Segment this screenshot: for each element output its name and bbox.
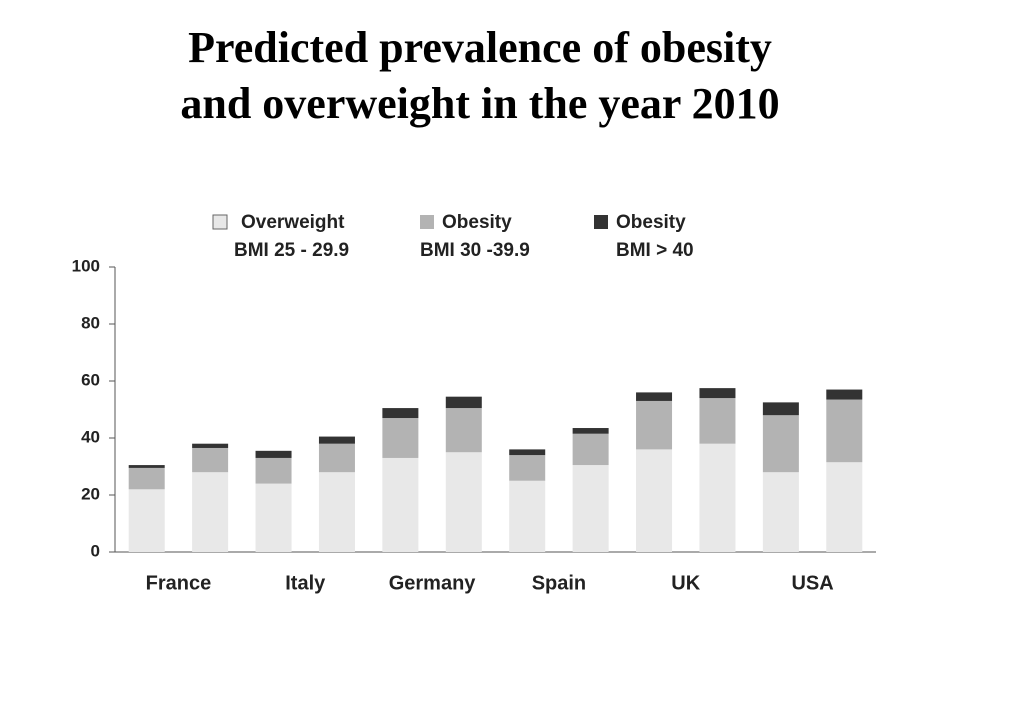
bar-segment (762, 402, 799, 416)
y-tick-label: 20 (81, 484, 100, 503)
group-label: Spain (532, 572, 586, 594)
legend-range: BMI 30 -39.9 (420, 240, 530, 261)
bar-segment (128, 489, 165, 552)
bar-segment (509, 449, 546, 456)
bar-segment (636, 392, 673, 401)
bar-segment (128, 465, 165, 468)
chart-title: Predicted prevalence of obesity (188, 23, 772, 72)
bar-segment (445, 396, 482, 409)
group-label: UK (671, 572, 700, 594)
bar-segment (826, 389, 863, 400)
group-label: France (146, 572, 212, 594)
bar-segment (572, 428, 609, 434)
bar-segment (255, 457, 292, 484)
legend-label: Obesity (442, 212, 512, 233)
chart-title: and overweight in the year 2010 (180, 79, 779, 128)
legend-swatch (594, 215, 608, 229)
bar-segment (382, 457, 419, 552)
group-label: Germany (389, 572, 477, 594)
bar-segment (318, 436, 355, 444)
bar-segment (192, 447, 229, 473)
legend-label: Obesity (616, 212, 686, 233)
bar-segment (509, 455, 546, 481)
bar-segment (192, 472, 229, 552)
y-tick-label: 80 (81, 313, 100, 332)
bar-segment (509, 480, 546, 552)
group-label: USA (791, 572, 833, 594)
bar-segment (128, 467, 165, 490)
bar-segment (318, 443, 355, 473)
bar-segment (445, 408, 482, 453)
legend-swatch (420, 215, 434, 229)
y-tick-label: 0 (91, 541, 100, 560)
bar-segment (192, 443, 229, 448)
y-tick-label: 40 (81, 427, 100, 446)
bar-segment (699, 388, 736, 399)
bar-segment (382, 418, 419, 458)
bar-segment (826, 399, 863, 463)
bar-segment (572, 433, 609, 466)
bar-segment (762, 415, 799, 473)
y-tick-label: 60 (81, 370, 100, 389)
bar-segment (699, 443, 736, 552)
bar-segment (318, 472, 355, 552)
bar-segment (762, 472, 799, 552)
bar-segment (636, 449, 673, 552)
y-tick-label: 100 (72, 256, 100, 275)
legend-range: BMI > 40 (616, 240, 694, 261)
bar-segment (826, 462, 863, 552)
bar-segment (445, 452, 482, 552)
bar-segment (636, 400, 673, 450)
group-label: Italy (285, 572, 326, 594)
bar-segment (255, 450, 292, 458)
bar-segment (699, 398, 736, 444)
bar-segment (255, 483, 292, 552)
legend-range: BMI 25 - 29.9 (234, 240, 349, 261)
legend-swatch (212, 214, 228, 230)
legend-label: Overweight (241, 212, 345, 233)
bar-segment (572, 465, 609, 552)
bar-segment (382, 408, 419, 419)
